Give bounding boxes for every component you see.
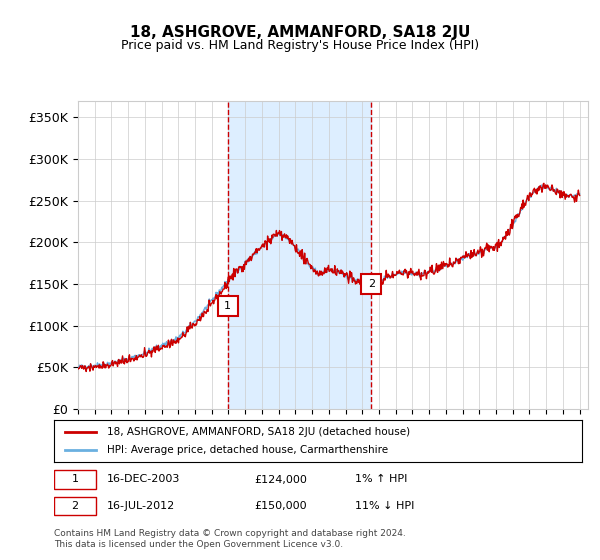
- Text: HPI: Average price, detached house, Carmarthenshire: HPI: Average price, detached house, Carm…: [107, 445, 388, 455]
- Text: 18, ASHGROVE, AMMANFORD, SA18 2JU: 18, ASHGROVE, AMMANFORD, SA18 2JU: [130, 25, 470, 40]
- Text: £150,000: £150,000: [254, 501, 307, 511]
- FancyBboxPatch shape: [54, 497, 96, 515]
- Text: £124,000: £124,000: [254, 474, 308, 484]
- Text: 16-DEC-2003: 16-DEC-2003: [107, 474, 180, 484]
- Text: 2: 2: [368, 279, 375, 289]
- Bar: [228, 101, 371, 409]
- Text: 1: 1: [224, 301, 232, 311]
- Text: Contains HM Land Registry data © Crown copyright and database right 2024.
This d: Contains HM Land Registry data © Crown c…: [54, 529, 406, 549]
- Text: 11% ↓ HPI: 11% ↓ HPI: [355, 501, 415, 511]
- Text: 18, ASHGROVE, AMMANFORD, SA18 2JU (detached house): 18, ASHGROVE, AMMANFORD, SA18 2JU (detac…: [107, 427, 410, 437]
- Text: Price paid vs. HM Land Registry's House Price Index (HPI): Price paid vs. HM Land Registry's House …: [121, 39, 479, 52]
- Text: 2: 2: [71, 501, 79, 511]
- Text: 16-JUL-2012: 16-JUL-2012: [107, 501, 175, 511]
- Text: 1: 1: [71, 474, 79, 484]
- FancyBboxPatch shape: [54, 470, 96, 489]
- Text: 1% ↑ HPI: 1% ↑ HPI: [355, 474, 407, 484]
